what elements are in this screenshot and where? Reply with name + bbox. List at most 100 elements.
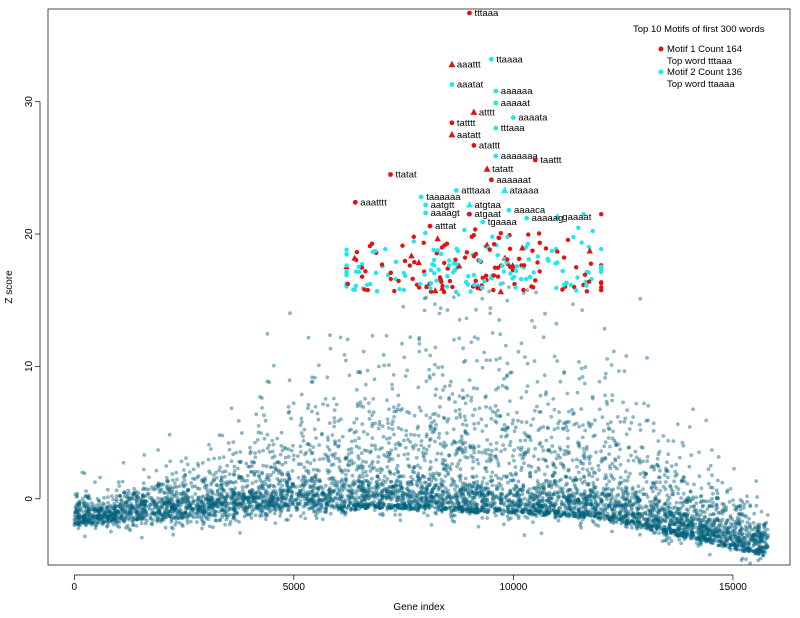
data-point xyxy=(523,438,528,443)
data-point xyxy=(324,500,329,505)
data-point xyxy=(419,499,424,503)
data-point xyxy=(720,480,725,485)
data-point xyxy=(428,494,433,499)
data-point xyxy=(401,474,406,479)
data-point xyxy=(588,454,593,459)
data-point xyxy=(438,405,442,409)
data-point xyxy=(627,513,632,517)
data-point xyxy=(327,421,332,425)
data-point xyxy=(479,484,483,489)
data-point xyxy=(684,525,688,530)
data-point xyxy=(337,480,342,485)
data-point xyxy=(230,487,234,492)
data-point xyxy=(450,476,454,481)
data-point xyxy=(303,501,308,506)
data-point xyxy=(305,496,309,501)
data-point xyxy=(190,484,195,489)
data-point xyxy=(471,447,476,452)
data-point xyxy=(472,480,476,485)
data-point xyxy=(434,511,438,516)
data-point xyxy=(195,502,200,507)
data-point xyxy=(86,518,91,523)
data-point xyxy=(712,512,716,516)
data-point xyxy=(98,509,103,514)
data-point xyxy=(419,488,424,493)
data-point xyxy=(581,497,586,502)
data-point xyxy=(119,498,124,502)
data-point xyxy=(540,505,544,510)
data-point xyxy=(330,452,334,457)
data-point xyxy=(540,490,545,495)
data-point xyxy=(457,394,462,398)
data-point xyxy=(498,495,503,500)
data-point xyxy=(283,455,288,460)
data-point xyxy=(389,479,394,484)
data-point xyxy=(452,519,457,524)
data-point xyxy=(627,445,632,450)
data-point xyxy=(484,423,489,428)
data-point xyxy=(306,492,311,497)
data-point xyxy=(258,478,262,482)
data-point xyxy=(317,457,322,462)
data-point xyxy=(580,467,585,471)
data-point xyxy=(491,502,495,507)
data-point xyxy=(238,531,242,535)
data-point xyxy=(574,478,579,482)
data-point xyxy=(238,460,243,465)
data-point xyxy=(200,519,205,524)
data-point xyxy=(377,485,381,489)
data-point xyxy=(122,490,127,495)
data-point xyxy=(558,506,563,510)
data-point xyxy=(122,510,127,515)
data-point xyxy=(469,395,474,400)
data-point xyxy=(180,522,184,527)
data-point xyxy=(385,398,389,403)
data-point xyxy=(519,395,524,400)
data-point xyxy=(79,515,83,519)
data-point xyxy=(576,443,581,448)
data-point xyxy=(706,467,711,472)
data-point xyxy=(548,500,553,505)
data-point xyxy=(243,496,248,500)
data-point xyxy=(220,508,225,513)
data-point xyxy=(466,491,471,496)
data-point xyxy=(380,490,385,495)
data-point xyxy=(462,414,467,419)
data-point xyxy=(558,447,563,452)
data-point xyxy=(561,466,566,470)
data-point xyxy=(172,485,177,489)
data-point xyxy=(675,520,679,525)
data-point xyxy=(463,481,467,486)
data-point xyxy=(365,432,370,437)
data-point xyxy=(709,504,714,508)
data-point xyxy=(588,487,593,492)
data-point xyxy=(297,492,302,497)
data-point xyxy=(458,445,463,450)
data-point xyxy=(225,463,230,468)
data-point xyxy=(678,500,683,505)
data-point xyxy=(242,506,247,511)
data-point xyxy=(82,471,87,476)
data-point xyxy=(535,380,540,384)
data-point xyxy=(342,484,347,489)
data-point xyxy=(521,452,526,457)
data-point xyxy=(187,470,192,474)
data-point xyxy=(264,517,268,522)
data-point xyxy=(382,363,387,368)
background-points xyxy=(72,281,770,566)
data-point xyxy=(130,504,135,508)
data-point xyxy=(623,511,628,515)
data-point xyxy=(298,423,303,428)
data-point xyxy=(570,412,575,416)
data-point xyxy=(285,504,290,509)
data-point xyxy=(633,500,638,505)
data-point xyxy=(398,481,403,486)
data-point xyxy=(505,514,510,519)
data-point xyxy=(435,451,440,456)
data-point xyxy=(446,488,451,493)
data-point xyxy=(449,515,454,520)
data-point xyxy=(519,465,524,470)
data-point xyxy=(359,403,363,408)
data-point xyxy=(287,485,292,490)
data-point xyxy=(513,501,517,506)
